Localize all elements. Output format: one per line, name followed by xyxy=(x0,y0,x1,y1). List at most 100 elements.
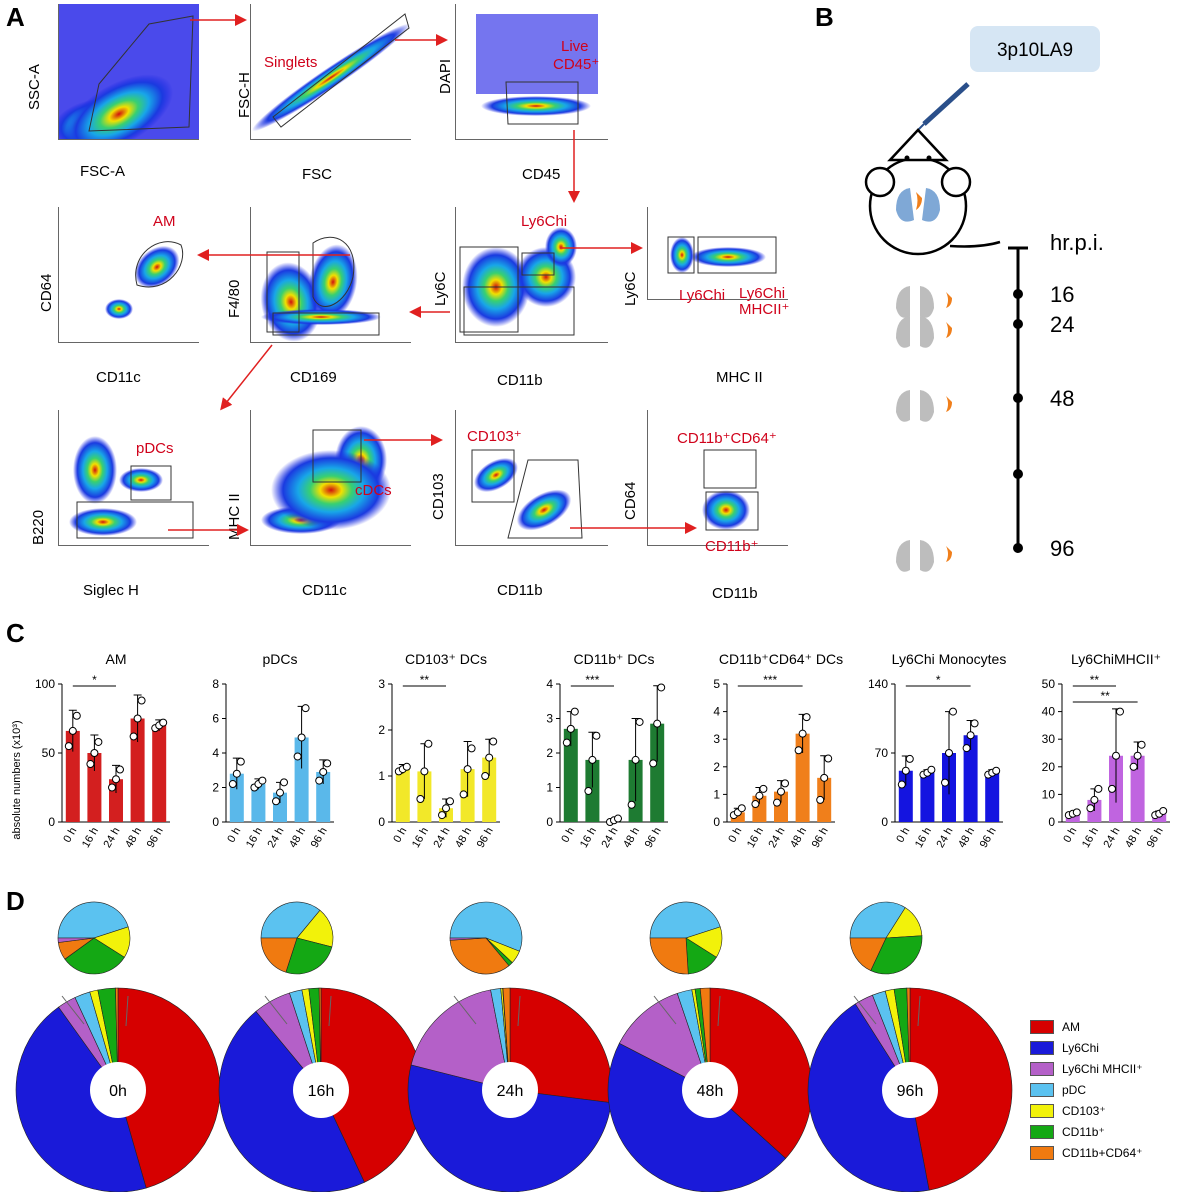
x-tick-label: 16 h xyxy=(244,826,265,851)
x-tick-label: 96 h xyxy=(643,826,664,851)
bar-chart: CD11b⁺CD64⁺ DCs 0 1 2 3 4 5 0 h 16 h 24 h 48 h 96 h… xyxy=(713,651,843,850)
legend-label: AM xyxy=(1062,1020,1080,1034)
bar-chart: Ly6Chi Monocytes 0 70 140 0 h 16 h 24 h 48 h 96 … xyxy=(868,651,1006,850)
data-point xyxy=(1094,784,1103,793)
x-tick-label: 24 h xyxy=(265,826,286,851)
timepoint-label: 48 xyxy=(1050,386,1074,411)
facs-x-axis-label: CD11b xyxy=(497,372,543,389)
donut-center-label: 24h xyxy=(497,1083,524,1100)
gate-label: Ly6Chi xyxy=(739,285,786,302)
y-tick-label: 1 xyxy=(713,787,720,801)
inset-connector xyxy=(328,995,332,1027)
gate-outline xyxy=(130,465,172,501)
density-cluster xyxy=(308,244,358,320)
data-point xyxy=(276,788,284,797)
x-tick-label: 0 h xyxy=(726,826,744,845)
y-tick-label: 0 xyxy=(546,815,553,829)
donut-hole xyxy=(682,1062,738,1118)
gate-outline xyxy=(507,459,583,539)
density-cluster xyxy=(119,468,163,492)
timepoint-label: 24 xyxy=(1050,312,1074,337)
data-point xyxy=(1137,740,1146,749)
data-point xyxy=(635,717,644,726)
data-point xyxy=(824,754,833,763)
gate-outline xyxy=(705,491,759,531)
legend-item: Ly6Chi MHCII⁺ xyxy=(1030,1062,1143,1076)
bar xyxy=(963,735,978,822)
bar xyxy=(130,718,145,822)
data-point xyxy=(657,683,666,692)
bar-chart-title: CD103⁺ DCs xyxy=(405,651,487,667)
gate-outline xyxy=(505,81,579,125)
data-point xyxy=(992,766,1001,775)
lung-icon xyxy=(896,316,952,348)
bar xyxy=(65,730,80,822)
x-tick-label: 0 h xyxy=(559,826,577,845)
strain-label: 3p10LA9 xyxy=(997,40,1073,61)
facs-plot-f480 xyxy=(250,207,411,343)
facs-plot-cd64 xyxy=(647,410,788,546)
data-point xyxy=(64,742,73,751)
density-cluster xyxy=(545,227,577,267)
timepoint-dot xyxy=(1013,543,1023,553)
facs-x-axis-label: CD11c xyxy=(302,582,347,599)
x-tick-label: 0 h xyxy=(61,826,79,845)
data-point xyxy=(759,784,768,793)
gate-label: MHCII⁺ xyxy=(739,301,790,318)
data-point xyxy=(649,759,658,768)
x-tick-label: 48 h xyxy=(453,826,474,851)
data-point xyxy=(614,814,622,823)
data-point xyxy=(802,713,811,722)
facs-x-axis-label: FSC xyxy=(302,166,332,183)
inset-connector xyxy=(453,995,477,1025)
data-point xyxy=(112,775,120,784)
x-tick-label: 96 h xyxy=(810,826,831,851)
significance-label: *** xyxy=(585,673,599,687)
significance-label: ** xyxy=(1090,673,1100,687)
density-cluster xyxy=(64,74,174,139)
y-tick-label: 6 xyxy=(212,712,219,726)
data-point xyxy=(1072,808,1081,817)
facs-plot-cdc xyxy=(250,410,411,546)
legend: AM Ly6Chi Ly6Chi MHCII⁺ pDC CD103⁺ CD11b⁺ CD11… xyxy=(1030,1020,1185,1170)
gate-outline xyxy=(697,236,777,274)
gate-label: AM xyxy=(153,213,176,230)
x-tick-label: 24 h xyxy=(1101,826,1122,851)
facs-x-axis-label: Siglec H xyxy=(83,582,139,599)
y-tick-label: 50 xyxy=(1042,677,1056,691)
data-point xyxy=(820,773,829,782)
y-tick-label: 0 xyxy=(212,815,219,829)
bar xyxy=(251,784,266,822)
data-point xyxy=(777,787,785,796)
data-point xyxy=(1129,762,1138,771)
bar xyxy=(1065,813,1080,822)
data-point xyxy=(159,718,168,727)
inset-connector xyxy=(264,995,288,1025)
y-tick-label: 1 xyxy=(546,781,553,795)
y-tick-label: 2 xyxy=(546,746,553,760)
legend-label: Ly6Chi xyxy=(1062,1041,1099,1055)
donut-center-label: 48h xyxy=(697,1083,724,1100)
gating-arrow xyxy=(220,344,273,411)
gate-outline xyxy=(703,449,757,489)
x-tick-label: 48 h xyxy=(788,826,809,851)
y-tick-label: 0 xyxy=(48,815,55,829)
x-tick-label: 16 h xyxy=(913,826,934,851)
bar-chart: AM 0 50 100 0 h 16 h 24 h 48 h 96 h * xyxy=(35,651,170,850)
donut-hole xyxy=(482,1062,538,1118)
x-tick-label: 48 h xyxy=(956,826,977,851)
gate-outline xyxy=(463,286,575,336)
density-cluster xyxy=(105,299,133,319)
y-tick-label: 70 xyxy=(875,746,889,760)
bar xyxy=(87,753,102,822)
y-tick-label: 4 xyxy=(713,705,720,719)
data-point xyxy=(323,759,332,768)
x-tick-label: 0 h xyxy=(1061,826,1079,845)
y-tick-label: 30 xyxy=(1042,732,1056,746)
data-point xyxy=(94,737,103,746)
legend-label: CD11b+CD64⁺ xyxy=(1062,1146,1143,1160)
bar-y-axis-label: absolute numbers (x10³) xyxy=(11,720,23,839)
timepoint-dot xyxy=(1013,469,1023,479)
legend-item: CD11b⁺ xyxy=(1030,1125,1105,1139)
y-tick-label: 40 xyxy=(1042,705,1056,719)
